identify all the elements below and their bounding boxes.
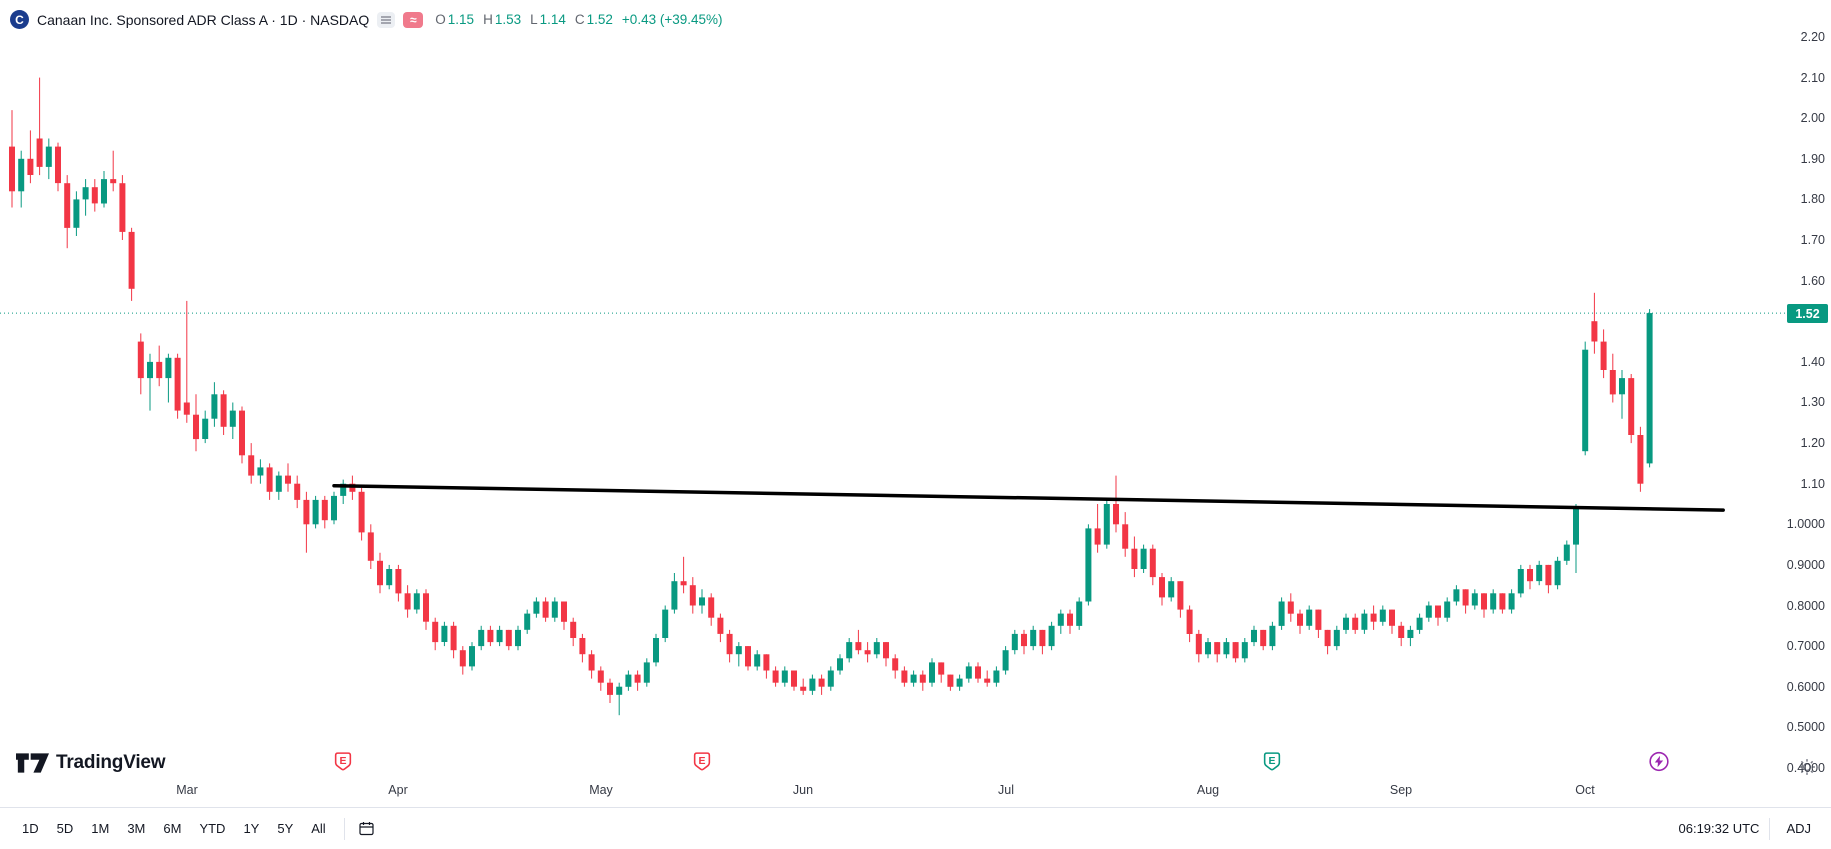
ohlc-readout: O 1.15 H 1.53 L 1.14 C 1.52 +0.43 (+39.45%) [435,12,722,27]
go-to-date-button[interactable] [355,817,379,841]
price-tick: 1.10 [1800,477,1825,491]
toolbar-divider [343,817,345,840]
range-3m-button[interactable]: 3M [127,821,146,836]
time-tick-oct: Oct [1575,783,1595,797]
range-5y-button[interactable]: 5Y [277,821,294,836]
price-tick: 0.5000 [1786,720,1825,734]
symbol-logo[interactable]: C [10,10,29,29]
svg-text:E: E [339,755,346,767]
price-tick: 1.70 [1800,233,1825,247]
price-tick: 1.90 [1800,152,1825,166]
price-tick: 1.60 [1800,274,1825,288]
bottom-toolbar: 1D 5D 1M 3M 6M YTD 1Y 5Y All 06:19:32 UT… [0,807,1831,849]
price-tick: 0.4000 [1786,761,1825,775]
range-switcher: 1D 5D 1M 3M 6M YTD 1Y 5Y All [14,817,334,840]
calendar-icon [359,822,374,836]
close-label: C [574,12,585,27]
close-value: 1.52 [586,12,613,27]
svg-text:E: E [1268,755,1275,767]
trendline[interactable] [332,483,1725,512]
price-tick: 1.40 [1800,355,1825,369]
price-tick: 0.6000 [1786,680,1825,694]
price-tick: 2.10 [1800,71,1825,85]
open-label: O [435,12,446,27]
wave-icon[interactable]: ≈ [403,11,424,28]
price-tick: 0.7000 [1786,639,1825,653]
price-tick: 2.00 [1800,111,1825,125]
open-value: 1.15 [447,12,475,27]
time-tick-jul: Jul [998,783,1014,797]
source-icon[interactable] [377,11,396,28]
candlestick-series [9,77,1653,716]
time-tick-jun: Jun [792,783,814,797]
last-price-badge: 1.52 [1787,304,1828,323]
price-tick: 0.8000 [1786,599,1825,613]
low-label: L [530,12,538,27]
range-1m-button[interactable]: 1M [91,821,110,836]
tradingview-mark-icon [16,753,49,773]
price-tick: 0.9000 [1786,558,1825,572]
tradingview-logo[interactable]: TradingView [16,752,166,774]
price-tick: 1.80 [1800,192,1825,206]
price-tick: 1.20 [1800,436,1825,450]
price-tick: 2.20 [1800,30,1825,44]
range-5d-button[interactable]: 5D [56,821,74,836]
list-glyph-icon [381,15,392,24]
price-scale[interactable]: 1.52 2.20 2.10 2.00 1.90 1.80 1.70 1.60 1.40 1.3… [1786,0,1831,808]
time-tick-may: May [589,783,613,797]
range-1d-button[interactable]: 1D [22,821,39,836]
price-tick: 1.0000 [1786,517,1825,531]
time-tick-aug: Aug [1196,783,1220,797]
earnings-icon[interactable]: E [693,751,712,777]
time-tick-sep: Sep [1389,783,1413,797]
toolbar-divider [1769,817,1771,840]
clock-utc[interactable]: 06:19:32 UTC [1678,821,1760,836]
time-tick-apr: Apr [388,783,408,797]
high-label: H [483,12,493,27]
range-ytd-button[interactable]: YTD [199,821,226,836]
range-all-button[interactable]: All [311,821,326,836]
gear-glyph-icon [1799,759,1815,775]
symbol-legend: C Canaan Inc. Sponsored ADR Class A · 1D… [10,10,723,29]
change-value: +0.43 (+39.45%) [621,12,723,27]
time-scale[interactable]: Mar Apr May Jun Jul Aug Sep Oct E E E [0,745,1786,807]
range-6m-button[interactable]: 6M [163,821,182,836]
lightning-event-icon[interactable] [1649,751,1670,777]
earnings-icon[interactable]: E [334,751,353,777]
adj-toggle[interactable]: ADJ [1786,821,1811,836]
range-1y-button[interactable]: 1Y [243,821,260,836]
gear-icon[interactable] [1798,758,1816,776]
symbol-title[interactable]: Canaan Inc. Sponsored ADR Class A · 1D ·… [37,11,370,28]
svg-text:E: E [698,755,705,767]
low-value: 1.14 [539,12,566,27]
time-tick-mar: Mar [176,783,198,797]
price-tick: 1.30 [1800,395,1825,409]
tradingview-logo-text: TradingView [56,752,166,773]
high-value: 1.53 [494,12,522,27]
earnings-icon[interactable]: E [1263,751,1282,777]
chart-canvas[interactable] [0,0,1786,808]
